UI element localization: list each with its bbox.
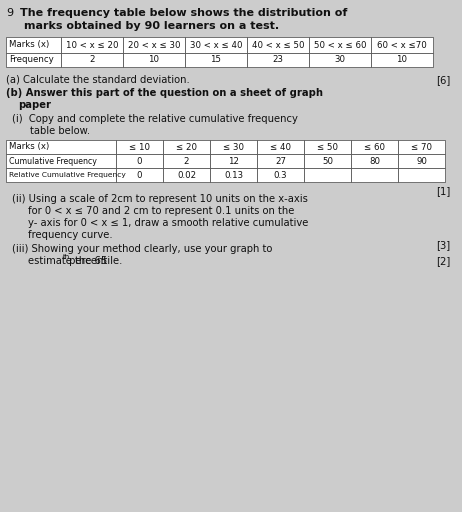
Text: (ii) Using a scale of 2cm to represent 10 units on the x-axis: (ii) Using a scale of 2cm to represent 1… bbox=[12, 194, 308, 204]
Text: 30: 30 bbox=[334, 55, 346, 65]
Bar bbox=[351, 168, 398, 182]
Bar bbox=[185, 37, 247, 53]
Bar bbox=[6, 168, 116, 182]
Text: ≤ 50: ≤ 50 bbox=[317, 142, 338, 152]
Text: paper: paper bbox=[18, 100, 51, 110]
Text: (iii) Showing your method clearly, use your graph to: (iii) Showing your method clearly, use y… bbox=[12, 244, 273, 254]
Bar bbox=[61, 53, 123, 67]
Text: 20 < x ≤ 30: 20 < x ≤ 30 bbox=[128, 40, 180, 50]
Text: 50 < x ≤ 60: 50 < x ≤ 60 bbox=[314, 40, 366, 50]
Text: 27: 27 bbox=[275, 157, 286, 165]
Text: Marks (x): Marks (x) bbox=[9, 142, 49, 152]
Text: for 0 < x ≤ 70 and 2 cm to represent 0.1 units on the: for 0 < x ≤ 70 and 2 cm to represent 0.1… bbox=[28, 206, 294, 216]
Text: 10 < x ≤ 20: 10 < x ≤ 20 bbox=[66, 40, 118, 50]
Bar bbox=[116, 140, 163, 154]
Text: [1]: [1] bbox=[436, 186, 450, 196]
Text: 0.02: 0.02 bbox=[177, 170, 196, 180]
Text: 2: 2 bbox=[89, 55, 95, 65]
Text: 60 < x ≤70: 60 < x ≤70 bbox=[377, 40, 427, 50]
Text: frequency curve.: frequency curve. bbox=[28, 230, 113, 240]
Text: 2: 2 bbox=[184, 157, 189, 165]
Text: (i)  Copy and complete the relative cumulative frequency: (i) Copy and complete the relative cumul… bbox=[12, 114, 298, 124]
Text: 0.3: 0.3 bbox=[274, 170, 287, 180]
Text: [3]: [3] bbox=[436, 240, 450, 250]
Bar bbox=[247, 53, 309, 67]
Text: 0.13: 0.13 bbox=[224, 170, 243, 180]
Bar bbox=[163, 168, 210, 182]
Text: estimate the 65: estimate the 65 bbox=[28, 256, 107, 266]
Bar bbox=[304, 168, 351, 182]
Text: 50: 50 bbox=[322, 157, 333, 165]
Text: 15: 15 bbox=[211, 55, 221, 65]
Bar bbox=[210, 154, 257, 168]
Text: [6]: [6] bbox=[436, 75, 450, 85]
Bar bbox=[123, 53, 185, 67]
Bar bbox=[257, 168, 304, 182]
Text: 30 < x ≤ 40: 30 < x ≤ 40 bbox=[190, 40, 242, 50]
Text: 10: 10 bbox=[396, 55, 407, 65]
Bar bbox=[351, 140, 398, 154]
Text: Frequency: Frequency bbox=[9, 55, 54, 65]
Bar bbox=[398, 154, 445, 168]
Text: (b) Answer this part of the question on a sheet of graph: (b) Answer this part of the question on … bbox=[6, 88, 323, 98]
Text: ≤ 40: ≤ 40 bbox=[270, 142, 291, 152]
Bar bbox=[304, 154, 351, 168]
Bar bbox=[210, 168, 257, 182]
Text: ≤ 30: ≤ 30 bbox=[223, 142, 244, 152]
Text: 80: 80 bbox=[369, 157, 380, 165]
Text: 0: 0 bbox=[137, 170, 142, 180]
Text: th: th bbox=[63, 254, 70, 260]
Bar bbox=[116, 154, 163, 168]
Bar bbox=[257, 140, 304, 154]
Bar bbox=[6, 140, 116, 154]
Text: 40 < x ≤ 50: 40 < x ≤ 50 bbox=[252, 40, 304, 50]
Bar bbox=[351, 154, 398, 168]
Text: marks obtained by 90 learners on a test.: marks obtained by 90 learners on a test. bbox=[24, 21, 279, 31]
Text: 90: 90 bbox=[416, 157, 427, 165]
Text: Cumulative Frequency: Cumulative Frequency bbox=[9, 157, 97, 165]
Bar bbox=[185, 53, 247, 67]
Bar bbox=[398, 168, 445, 182]
Bar bbox=[398, 140, 445, 154]
Bar bbox=[257, 154, 304, 168]
Text: table below.: table below. bbox=[30, 126, 90, 136]
Bar bbox=[163, 140, 210, 154]
Text: 23: 23 bbox=[273, 55, 284, 65]
Text: [2]: [2] bbox=[436, 256, 450, 266]
Text: ≤ 70: ≤ 70 bbox=[411, 142, 432, 152]
Text: Relative Cumulative Frequency: Relative Cumulative Frequency bbox=[9, 172, 126, 178]
Text: The frequency table below shows the distribution of: The frequency table below shows the dist… bbox=[20, 8, 347, 18]
Bar bbox=[61, 37, 123, 53]
Bar bbox=[309, 37, 371, 53]
Bar bbox=[371, 53, 433, 67]
Text: (a) Calculate the standard deviation.: (a) Calculate the standard deviation. bbox=[6, 75, 190, 85]
Text: ≤ 20: ≤ 20 bbox=[176, 142, 197, 152]
Bar bbox=[163, 154, 210, 168]
Bar bbox=[6, 154, 116, 168]
Text: 12: 12 bbox=[228, 157, 239, 165]
Bar bbox=[210, 140, 257, 154]
Bar bbox=[6, 37, 61, 53]
Text: 9: 9 bbox=[6, 8, 13, 18]
Text: 0: 0 bbox=[137, 157, 142, 165]
Text: percentile.: percentile. bbox=[66, 256, 122, 266]
Bar bbox=[309, 53, 371, 67]
Text: ≤ 60: ≤ 60 bbox=[364, 142, 385, 152]
Bar bbox=[123, 37, 185, 53]
Bar bbox=[371, 37, 433, 53]
Bar bbox=[116, 168, 163, 182]
Text: Marks (x): Marks (x) bbox=[9, 40, 49, 50]
Text: y- axis for 0 < x ≤ 1, draw a smooth relative cumulative: y- axis for 0 < x ≤ 1, draw a smooth rel… bbox=[28, 218, 308, 228]
Bar bbox=[6, 53, 61, 67]
Text: 10: 10 bbox=[148, 55, 159, 65]
Text: ≤ 10: ≤ 10 bbox=[129, 142, 150, 152]
Bar bbox=[304, 140, 351, 154]
Bar bbox=[247, 37, 309, 53]
